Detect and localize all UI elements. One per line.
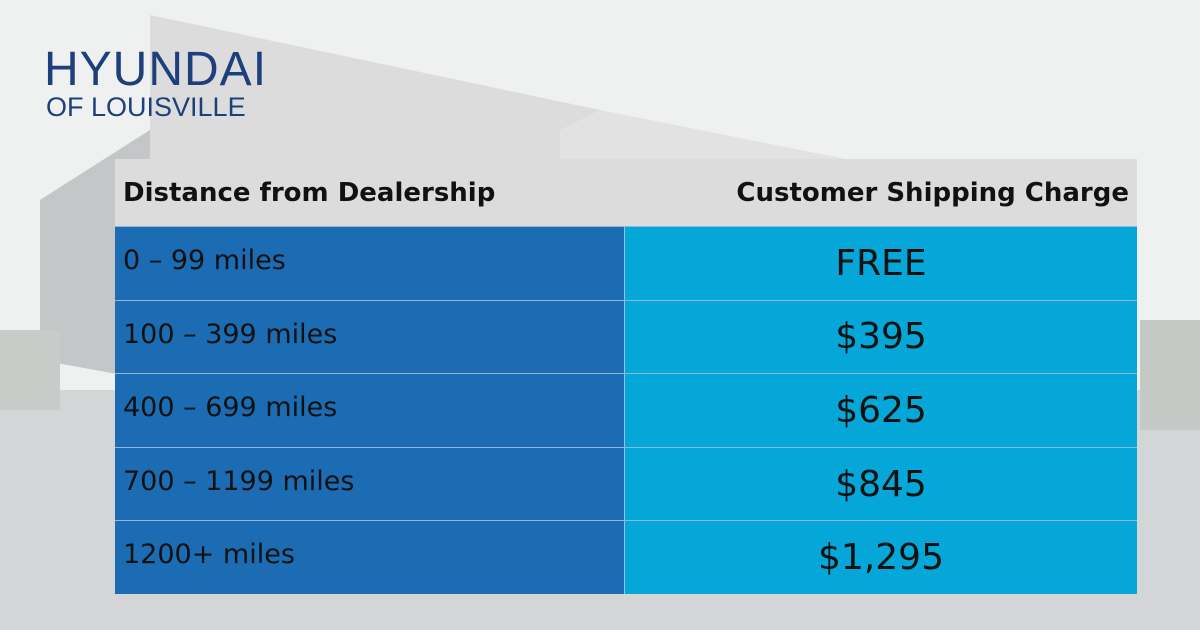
- distance-cell: 700 – 1199 miles: [115, 447, 625, 521]
- charge-cell: $395: [625, 300, 1137, 374]
- logo-line: HYUNDAI: [44, 43, 268, 96]
- charge-cell: $1,295: [625, 521, 1137, 594]
- charge-cell: $845: [625, 447, 1137, 521]
- shipping-table: Distance from Dealership Customer Shippi…: [115, 159, 1137, 594]
- table-row: 400 – 699 miles $625: [115, 373, 1137, 447]
- table-row: 0 – 99 miles FREE: [115, 226, 1137, 300]
- charge-cell: FREE: [625, 227, 1137, 300]
- distance-cell: 400 – 699 miles: [115, 374, 625, 447]
- table-row: 700 – 1199 miles $845: [115, 446, 1137, 521]
- distance-cell: 1200+ miles: [115, 521, 625, 594]
- header-cell: Distance from Dealership: [123, 177, 496, 208]
- distance-cell: 100 – 399 miles: [115, 300, 625, 374]
- table-row: 1200+ miles $1,295: [115, 520, 1137, 594]
- distance-cell: 0 – 99 miles: [115, 227, 625, 300]
- table-header: Distance from Dealership Customer Shippi…: [115, 159, 1137, 226]
- table-row: 100 – 399 miles $395: [115, 299, 1137, 374]
- header-cell: Customer Shipping Charge: [736, 177, 1129, 208]
- logo-line: OF LOUISVILLE: [46, 92, 246, 122]
- charge-cell: $625: [625, 374, 1137, 447]
